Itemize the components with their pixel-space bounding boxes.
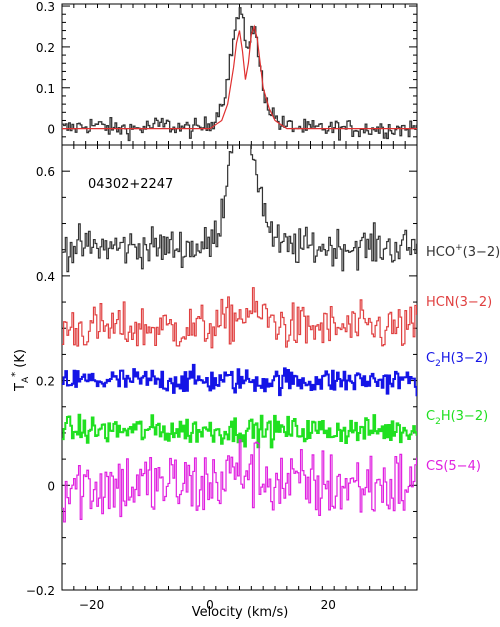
svg-text:TA* (K): TA* (K)	[10, 349, 31, 392]
y-tick-label: −0.2	[26, 584, 55, 598]
bottom-panel-x-tick-labels: −20 0 20	[79, 598, 336, 612]
y-axis-label-subscript: A	[21, 376, 31, 383]
top-panel-series	[62, 7, 418, 142]
bottom-panel-ticks	[61, 144, 418, 591]
top-panel-ticks	[61, 4, 418, 146]
y-axis-label-superscript: *	[10, 372, 21, 377]
top-series-line-1	[62, 24, 417, 130]
y-tick-label: 0	[47, 123, 55, 137]
x-tick-label: 0	[206, 598, 214, 612]
y-tick-label: 0.2	[36, 375, 55, 389]
y-axis-label: TA* (K)	[10, 349, 31, 392]
top-series-line-0	[62, 7, 418, 142]
source-annotation: 04302+2247	[88, 177, 173, 192]
top-panel: 0 0.1 0.2 0.3	[36, 0, 418, 146]
series-label-3: C2H(3−2)	[426, 409, 488, 427]
y-tick-label: 0.6	[36, 165, 55, 179]
series-label-2: C2H(3−2)	[426, 351, 488, 369]
bottom-panel-frame	[61, 144, 418, 591]
series-line-4	[62, 439, 417, 523]
x-tick-label: 20	[321, 598, 336, 612]
series-label-1: HCN(3−2)	[426, 295, 492, 310]
y-axis-label-unit: (K)	[13, 349, 28, 372]
bottom-panel: −0.2 0 0.2 0.4 0.6 −20 0 20 HCO+(3−2) HCN(3−2) C…	[26, 144, 500, 612]
bottom-panel-y-tick-labels: −0.2 0 0.2 0.4 0.6	[26, 165, 55, 598]
x-tick-label: −20	[79, 598, 104, 612]
y-tick-label: 0.4	[36, 270, 55, 284]
y-tick-label: 0.1	[36, 82, 55, 96]
series-line-2	[62, 363, 417, 397]
series-line-3	[62, 413, 417, 449]
bottom-series-group	[62, 145, 417, 523]
bottom-panel-series	[62, 145, 417, 523]
y-axis-label-symbol: T	[13, 383, 28, 392]
x-axis-label: Velocity (km/s)	[192, 605, 289, 620]
series-line-1	[62, 287, 417, 349]
series-labels: HCO+(3−2) HCN(3−2) C2H(3−2) C2H(3−2) CS(5−4)	[426, 243, 500, 474]
y-tick-label: 0.2	[36, 41, 55, 55]
top-panel-y-tick-labels: 0 0.1 0.2 0.3	[36, 0, 55, 137]
y-tick-label: 0.3	[36, 0, 55, 14]
series-label-4: CS(5−4)	[426, 459, 481, 474]
series-line-0	[62, 145, 417, 273]
series-label-0: HCO+(3−2)	[426, 243, 500, 260]
y-tick-label: 0	[47, 479, 55, 493]
